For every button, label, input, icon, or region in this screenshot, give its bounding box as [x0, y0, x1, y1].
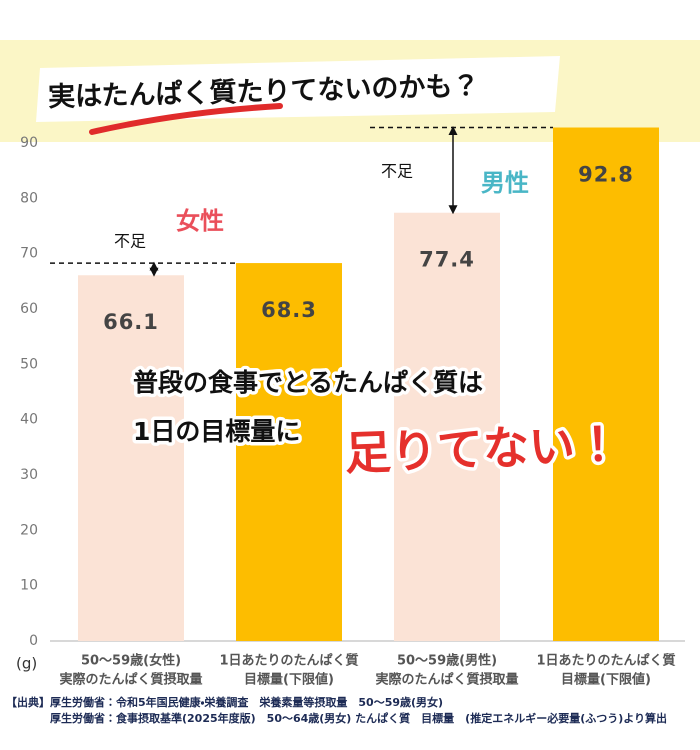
- x-tick-label: 実際のたんぱく質摂取量: [375, 672, 518, 688]
- x-tick-label: 実際のたんぱく質摂取量: [59, 672, 202, 688]
- x-tick-label: 50〜59歳(女性): [81, 653, 181, 669]
- y-tick-label: 50: [20, 356, 38, 372]
- message-emphasis: 足りてない！: [344, 417, 622, 481]
- title-underline: [89, 103, 283, 135]
- bar: [236, 263, 342, 641]
- annotation: 女性: [176, 207, 224, 235]
- value-label: 92.8: [578, 163, 634, 187]
- y-tick-label: 80: [20, 190, 38, 206]
- x-tick-label: 1日あたりのたんぱく質: [219, 653, 358, 669]
- annotation: 男性: [481, 169, 529, 197]
- value-label: 77.4: [419, 248, 475, 272]
- x-tick-label: 目標量(下限値): [561, 672, 651, 688]
- y-tick-label: 30: [20, 467, 38, 483]
- bar: [394, 212, 500, 641]
- y-tick-label: 20: [20, 522, 38, 538]
- message: 普段の食事でとるたんぱく質は: [133, 368, 483, 397]
- bar: [553, 127, 659, 642]
- title-banner: [36, 56, 560, 122]
- y-tick-label: 90: [20, 135, 38, 151]
- x-tick-label: 目標量(下限値): [244, 672, 334, 688]
- x-tick-label: 1日あたりのたんぱく質: [536, 653, 675, 669]
- y-tick-label: 40: [20, 412, 38, 428]
- x-tick-label: 50〜59歳(男性): [397, 653, 497, 669]
- message: 1日の目標量に: [133, 417, 300, 446]
- bar: [78, 275, 184, 641]
- annotation: 不足: [381, 162, 413, 181]
- annotation: 不足: [114, 232, 146, 251]
- y-tick-label: 10: [20, 578, 38, 594]
- y-unit: (g): [16, 655, 37, 673]
- source: 【出典】厚生労働省：令和5年国民健康・栄養調査 栄養素量等摂取量 50〜59歳(…: [6, 695, 443, 709]
- source: 厚生労働省：食事摂取基準(2025年度版) 50〜64歳(男女) たんぱく質 目…: [50, 711, 667, 725]
- value-label: 66.1: [103, 310, 159, 334]
- y-tick-label: 0: [29, 633, 38, 649]
- y-tick-label: 70: [20, 246, 38, 262]
- y-tick-label: 60: [20, 301, 38, 317]
- value-label: 68.3: [261, 298, 317, 322]
